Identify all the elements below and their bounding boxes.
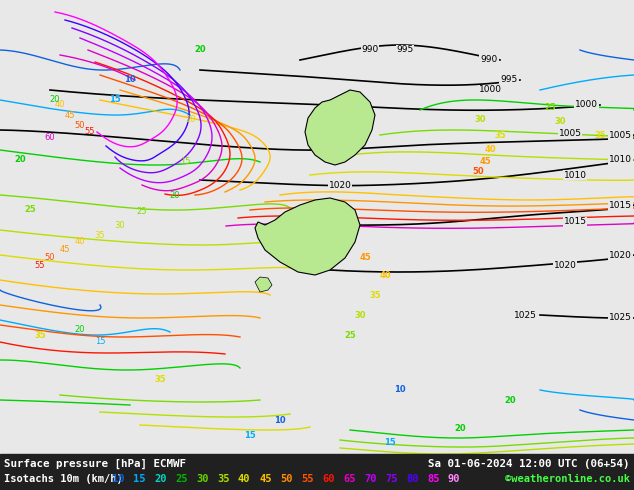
Polygon shape — [255, 198, 360, 275]
Text: 20: 20 — [194, 46, 206, 54]
Bar — [0, 454, 634, 490]
Text: 50: 50 — [75, 121, 85, 129]
Text: 10: 10 — [394, 386, 406, 394]
Text: 25: 25 — [544, 103, 556, 113]
Text: 990: 990 — [481, 55, 498, 65]
Text: 10: 10 — [184, 116, 195, 124]
Text: 25: 25 — [137, 207, 147, 217]
Text: 15: 15 — [244, 431, 256, 440]
Text: 50: 50 — [45, 253, 55, 263]
Text: 40: 40 — [484, 146, 496, 154]
Text: 20: 20 — [454, 423, 466, 433]
Text: 20: 20 — [504, 395, 516, 405]
Text: 65: 65 — [343, 474, 356, 484]
Text: 55: 55 — [35, 261, 45, 270]
Text: 1020: 1020 — [553, 261, 576, 270]
Text: 20: 20 — [75, 325, 85, 335]
Text: 75: 75 — [385, 474, 398, 484]
Text: 30: 30 — [554, 118, 566, 126]
Text: 45: 45 — [359, 253, 371, 263]
Text: 50: 50 — [472, 168, 484, 176]
Text: 1015: 1015 — [564, 218, 586, 226]
Text: 1005: 1005 — [559, 129, 581, 139]
Text: 40: 40 — [75, 238, 85, 246]
Text: 1025: 1025 — [609, 314, 632, 322]
Text: 90: 90 — [448, 474, 460, 484]
Text: 15: 15 — [384, 438, 396, 446]
Text: 40: 40 — [238, 474, 250, 484]
Text: 35: 35 — [594, 130, 606, 140]
Text: 85: 85 — [427, 474, 439, 484]
Text: 35: 35 — [34, 330, 46, 340]
Text: 990: 990 — [361, 46, 378, 54]
Text: 40: 40 — [55, 100, 65, 109]
Text: 1005: 1005 — [609, 130, 632, 140]
Text: 55: 55 — [85, 127, 95, 137]
Text: 30: 30 — [196, 474, 209, 484]
Text: 25: 25 — [24, 205, 36, 215]
Text: 35: 35 — [494, 130, 506, 140]
Text: 45: 45 — [60, 245, 70, 254]
Text: 20: 20 — [14, 155, 26, 165]
Polygon shape — [305, 90, 375, 165]
Text: Isotachs 10m (km/h): Isotachs 10m (km/h) — [4, 474, 129, 484]
Text: 15: 15 — [94, 338, 105, 346]
Text: 35: 35 — [217, 474, 230, 484]
Text: Sa 01-06-2024 12:00 UTC (06+54): Sa 01-06-2024 12:00 UTC (06+54) — [429, 459, 630, 469]
Text: 35: 35 — [369, 291, 381, 299]
Text: 40: 40 — [379, 270, 391, 279]
Text: 25: 25 — [344, 330, 356, 340]
Text: 15: 15 — [133, 474, 145, 484]
Text: 995: 995 — [396, 46, 413, 54]
Text: 35: 35 — [154, 375, 166, 385]
Text: 15: 15 — [109, 96, 121, 104]
Text: 995: 995 — [501, 75, 518, 84]
Text: 50: 50 — [280, 474, 292, 484]
Text: 1020: 1020 — [328, 180, 351, 190]
Text: ©weatheronline.co.uk: ©weatheronline.co.uk — [505, 474, 630, 484]
Text: 1010: 1010 — [609, 155, 632, 165]
Text: 30: 30 — [354, 311, 366, 319]
Text: 1000: 1000 — [575, 100, 598, 109]
Text: 30: 30 — [474, 116, 486, 124]
Text: 45: 45 — [479, 157, 491, 167]
Text: 1020: 1020 — [609, 250, 632, 260]
Text: 15: 15 — [180, 157, 190, 167]
Text: 1015: 1015 — [609, 200, 632, 210]
Text: 10: 10 — [274, 416, 286, 424]
Text: 1010: 1010 — [564, 171, 586, 179]
Text: 55: 55 — [301, 474, 313, 484]
Polygon shape — [255, 277, 272, 292]
Text: 25: 25 — [175, 474, 188, 484]
Text: 1025: 1025 — [514, 312, 536, 320]
Text: Surface pressure [hPa] ECMWF: Surface pressure [hPa] ECMWF — [4, 459, 186, 469]
Text: 60: 60 — [44, 133, 55, 143]
Text: 60: 60 — [322, 474, 335, 484]
Text: 10: 10 — [112, 474, 124, 484]
Text: 1000: 1000 — [479, 85, 501, 95]
Text: 20: 20 — [170, 191, 180, 199]
Text: 20: 20 — [154, 474, 167, 484]
Text: 10: 10 — [124, 75, 136, 84]
Text: 45: 45 — [259, 474, 271, 484]
Text: 80: 80 — [406, 474, 418, 484]
Text: 30: 30 — [115, 220, 126, 229]
Text: 20: 20 — [49, 96, 60, 104]
Text: 35: 35 — [94, 230, 105, 240]
Text: 70: 70 — [364, 474, 377, 484]
Text: 45: 45 — [65, 111, 75, 120]
